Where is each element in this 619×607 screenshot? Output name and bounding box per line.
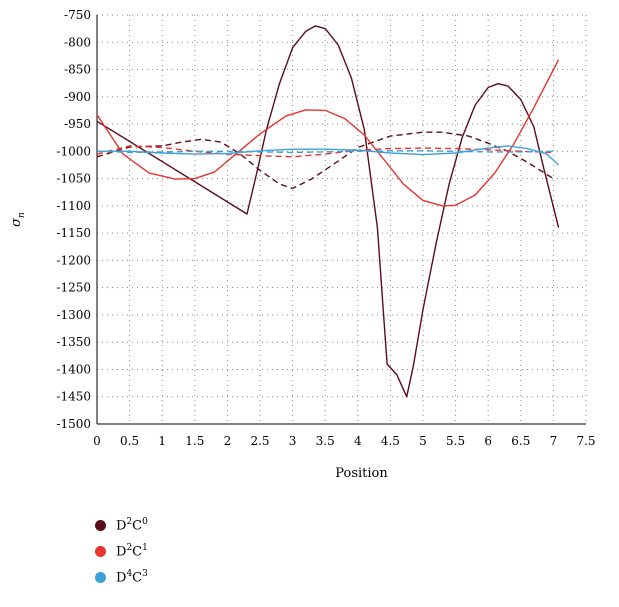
legend-label-base: D: [116, 570, 127, 586]
legend-label-sup1: 2: [126, 542, 133, 553]
y-tick-label: -1450: [56, 390, 91, 404]
y-tick-label: -1300: [56, 308, 91, 322]
x-tick-label: 6: [484, 434, 492, 448]
legend-item: D2C0: [95, 512, 148, 538]
legend-item: D2C1: [95, 538, 148, 564]
legend-label-sup2: 0: [142, 516, 148, 527]
x-tick-label: 2.5: [250, 434, 269, 448]
y-axis-label-subscript: n: [17, 212, 27, 218]
chart: 0 0.5 1 1.5 2 2.5 3 3.5 4 4.5 5 5.5 6 6.5 7 7.5 -750 -800…: [9, 8, 596, 481]
x-tick-label: 7: [550, 434, 558, 448]
legend-label-sup2: 1: [142, 542, 148, 553]
legend: D2C0 D2C1 D4C3: [95, 512, 148, 590]
y-tick-label: -1100: [56, 199, 91, 213]
x-tick-label: 1.5: [185, 434, 204, 448]
y-tick-label: -1200: [56, 253, 91, 267]
axes: [96, 15, 586, 425]
y-tick-label: -1150: [56, 226, 91, 240]
x-tick-label: 7.5: [576, 434, 595, 448]
x-tick-label: 5: [419, 434, 427, 448]
x-tick-label: 2: [224, 434, 232, 448]
x-axis-label: Position: [335, 466, 388, 481]
legend-marker: [95, 519, 106, 531]
x-tick-label: 3.5: [316, 434, 335, 448]
y-tick-label: -950: [64, 117, 91, 131]
x-tick-label: 1: [158, 434, 166, 448]
x-tick-label: 3: [289, 434, 297, 448]
series-lines: [96, 25, 560, 398]
legend-label-sup2: 3: [142, 568, 148, 579]
legend-marker: [95, 571, 106, 583]
legend-marker: [95, 545, 106, 557]
legend-item: D4C3: [95, 564, 148, 590]
legend-label-mid: C: [132, 570, 143, 586]
x-tick-label: 4.5: [381, 434, 400, 448]
y-tick-label: -1050: [56, 172, 91, 186]
y-tick-label: -1500: [56, 417, 91, 431]
series-line-0-dashed: [96, 131, 554, 190]
legend-label-base: D: [116, 518, 127, 534]
legend-label: D2C0: [116, 517, 148, 533]
x-tick-label: 0.5: [120, 434, 139, 448]
tick-labels: 0 0.5 1 1.5 2 2.5 3 3.5 4 4.5 5 5.5 6 6.5 7 7.5 -750 -800…: [56, 8, 595, 448]
legend-label: D2C1: [116, 543, 148, 559]
legend-label-sup1: 4: [126, 568, 133, 579]
series-line-0-solid: [96, 25, 560, 398]
y-axis-label: σn: [9, 212, 27, 227]
grid: [97, 14, 587, 424]
y-tick-label: -800: [64, 35, 91, 49]
y-tick-label: -1400: [56, 362, 91, 376]
legend-label: D4C3: [116, 569, 148, 585]
series-line-2-solid: [97, 145, 560, 166]
y-tick-label: -850: [64, 63, 91, 77]
series-line-2-dashed: [96, 150, 554, 154]
legend-label-mid: C: [132, 544, 143, 560]
y-tick-label: -900: [64, 90, 91, 104]
y-tick-label: -1000: [56, 144, 91, 158]
x-tick-label: 5.5: [446, 434, 465, 448]
y-axis-label-sigma: σ: [9, 217, 24, 227]
series-line-1-solid: [96, 59, 560, 207]
legend-label-mid: C: [132, 518, 143, 534]
y-tick-label: -1250: [56, 281, 91, 295]
x-tick-label: 0: [93, 434, 101, 448]
y-tick-label: -1350: [56, 335, 91, 349]
x-tick-label: 6.5: [511, 434, 530, 448]
y-tick-label: -750: [64, 8, 91, 22]
legend-label-sup1: 2: [126, 516, 133, 527]
legend-label-base: D: [116, 544, 127, 560]
x-tick-label: 4: [354, 434, 362, 448]
